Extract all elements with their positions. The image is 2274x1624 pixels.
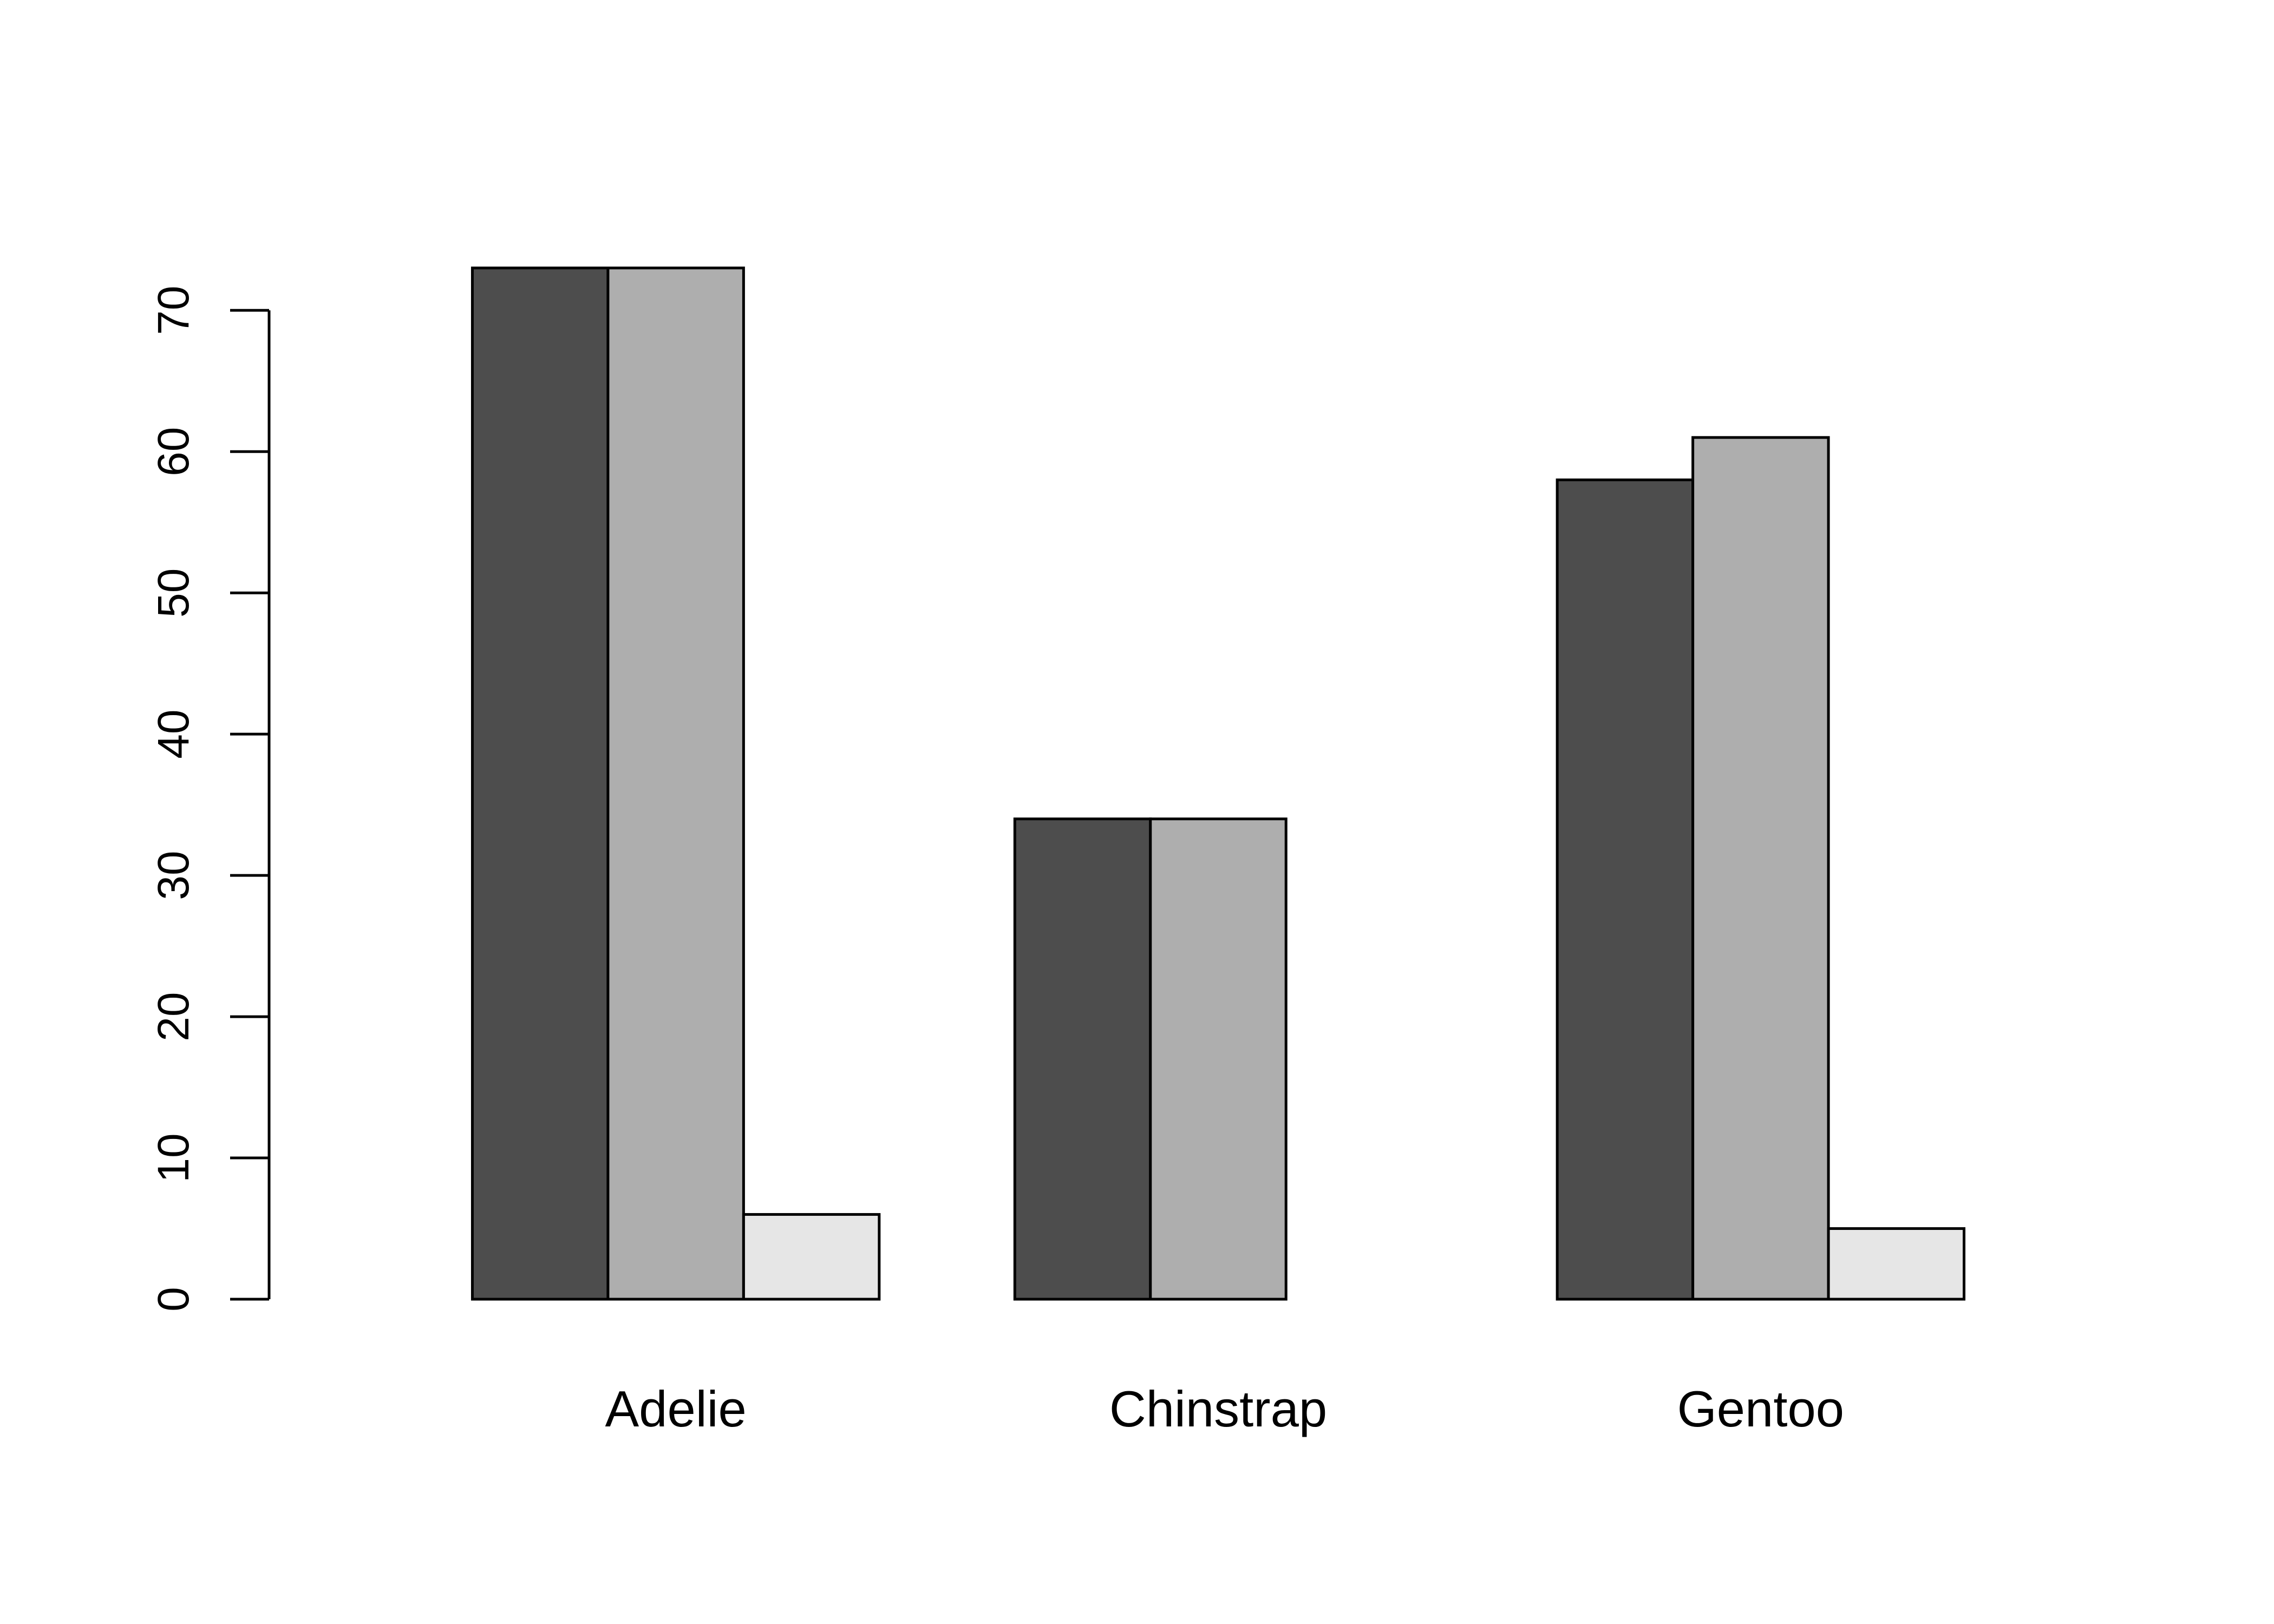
bar-adelie-3 (742, 1213, 881, 1301)
category-label: Adelie (605, 1380, 746, 1437)
y-tick-label: 60 (149, 427, 198, 476)
bar-chinstrap-1 (1013, 817, 1152, 1301)
y-tick-label: 50 (149, 568, 198, 618)
y-tick-label: 40 (149, 710, 198, 759)
y-tick-label: 30 (149, 851, 198, 900)
bar-gentoo-1 (1556, 478, 1695, 1301)
category-label: Chinstrap (1109, 1380, 1327, 1437)
bar-adelie-1 (471, 266, 610, 1301)
category-labels: Adelie Chinstrap Gentoo (605, 1380, 1844, 1437)
y-tick-label: 0 (149, 1287, 198, 1312)
y-tick-label: 10 (149, 1133, 198, 1182)
bar-gentoo-2 (1691, 436, 1830, 1301)
bar-adelie-2 (606, 266, 745, 1301)
bar-gentoo-3 (1827, 1227, 1966, 1301)
bar-chinstrap-2 (1149, 817, 1288, 1301)
category-label: Gentoo (1677, 1380, 1844, 1437)
y-tick-label: 70 (149, 286, 198, 335)
y-tick-label: 20 (149, 992, 198, 1041)
bars (471, 266, 1966, 1301)
y-axis: 0 10 20 30 40 50 60 70 (149, 286, 271, 1312)
